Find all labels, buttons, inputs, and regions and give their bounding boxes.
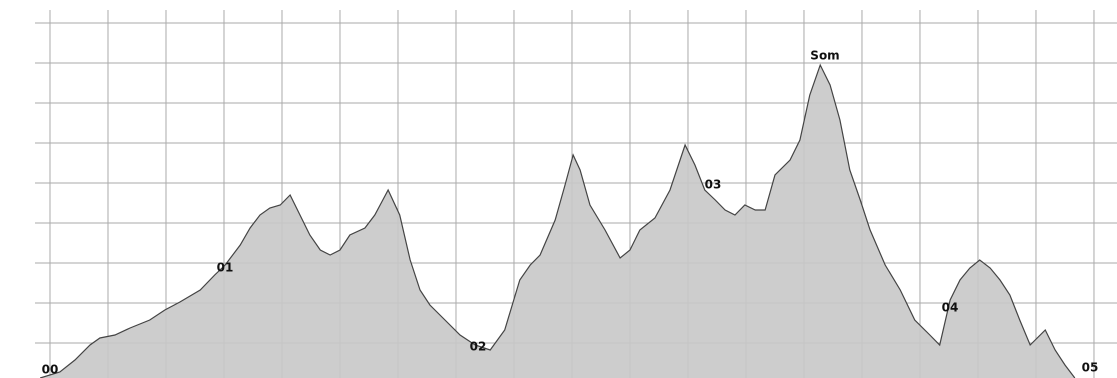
profile-line bbox=[39, 63, 1076, 378]
area bbox=[40, 65, 1075, 378]
waypoint-label: Som bbox=[810, 49, 839, 63]
waypoint-label: 04 bbox=[942, 301, 959, 315]
waypoint-label: 01 bbox=[217, 261, 234, 275]
waypoint-label: 03 bbox=[705, 178, 722, 192]
waypoint-label: 05 bbox=[1082, 361, 1099, 375]
waypoint-label: 00 bbox=[42, 363, 59, 377]
waypoint-label: 02 bbox=[470, 340, 487, 354]
